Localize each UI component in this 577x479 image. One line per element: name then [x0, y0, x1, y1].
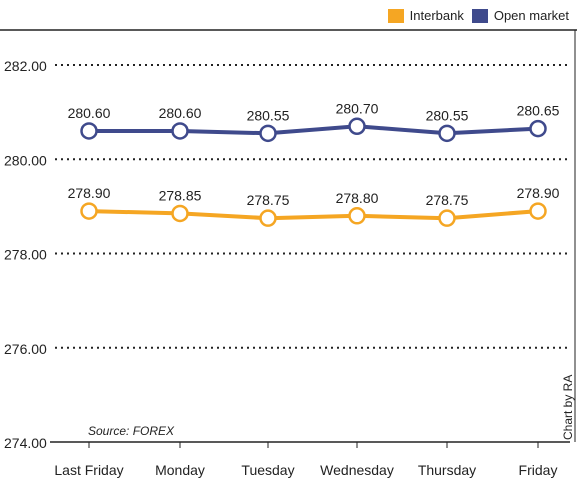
y-tick-label: 278.00: [4, 247, 47, 263]
y-tick-label: 276.00: [4, 341, 47, 357]
series-line-open-market: [89, 124, 539, 136]
x-tick-label: Wednesday: [320, 462, 394, 478]
legend-swatch-interbank: [387, 8, 404, 23]
data-point-open-market: [348, 117, 366, 136]
source-note: Source: FOREX: [88, 424, 175, 438]
data-point-interbank: [529, 202, 547, 220]
x-tick-label: Monday: [155, 462, 205, 478]
legend-item-interbank: Interbank: [387, 8, 464, 23]
data-point-interbank: [259, 209, 277, 227]
legend-swatch-open-market: [471, 8, 488, 23]
data-point-open-market: [438, 124, 456, 143]
x-tick-label: Thursday: [418, 462, 476, 478]
data-label-interbank: 278.80: [336, 190, 379, 206]
series-line-interbank: [88, 209, 539, 221]
data-label-open-market: 280.60: [68, 105, 111, 121]
y-tick-label: 282.00: [4, 58, 47, 74]
legend-item-open-market: Open market: [471, 8, 569, 23]
data-point-interbank: [171, 204, 189, 223]
data-label-open-market: 280.70: [336, 100, 379, 116]
data-label-interbank: 278.85: [159, 187, 202, 203]
data-label-interbank: 278.90: [517, 185, 560, 201]
data-point-interbank: [348, 207, 366, 225]
data-label-open-market: 280.65: [517, 103, 560, 119]
y-tick-label: 274.00: [4, 435, 47, 451]
legend-label-interbank: Interbank: [409, 8, 464, 23]
data-point-open-market: [171, 122, 189, 140]
data-point-interbank: [438, 209, 456, 227]
data-label-interbank: 278.90: [68, 185, 111, 201]
data-label-open-market: 280.60: [159, 105, 202, 121]
data-point-open-market: [259, 124, 277, 143]
data-label-interbank: 278.75: [426, 192, 469, 208]
data-label-interbank: 278.75: [247, 192, 290, 208]
x-tick-label: Tuesday: [241, 462, 294, 478]
data-point-open-market: [529, 119, 547, 138]
x-tick-label: Friday: [519, 462, 558, 478]
data-label-open-market: 280.55: [426, 107, 469, 123]
x-tick-label: Last Friday: [54, 462, 123, 478]
y-tick-label: 280.00: [4, 152, 47, 168]
data-point-interbank: [80, 202, 98, 220]
data-label-open-market: 280.55: [247, 107, 290, 123]
chart-credit: Chart by RA: [561, 374, 575, 440]
legend: Interbank Open market: [387, 8, 569, 23]
data-point-open-market: [80, 122, 98, 140]
legend-label-open-market: Open market: [493, 8, 569, 23]
